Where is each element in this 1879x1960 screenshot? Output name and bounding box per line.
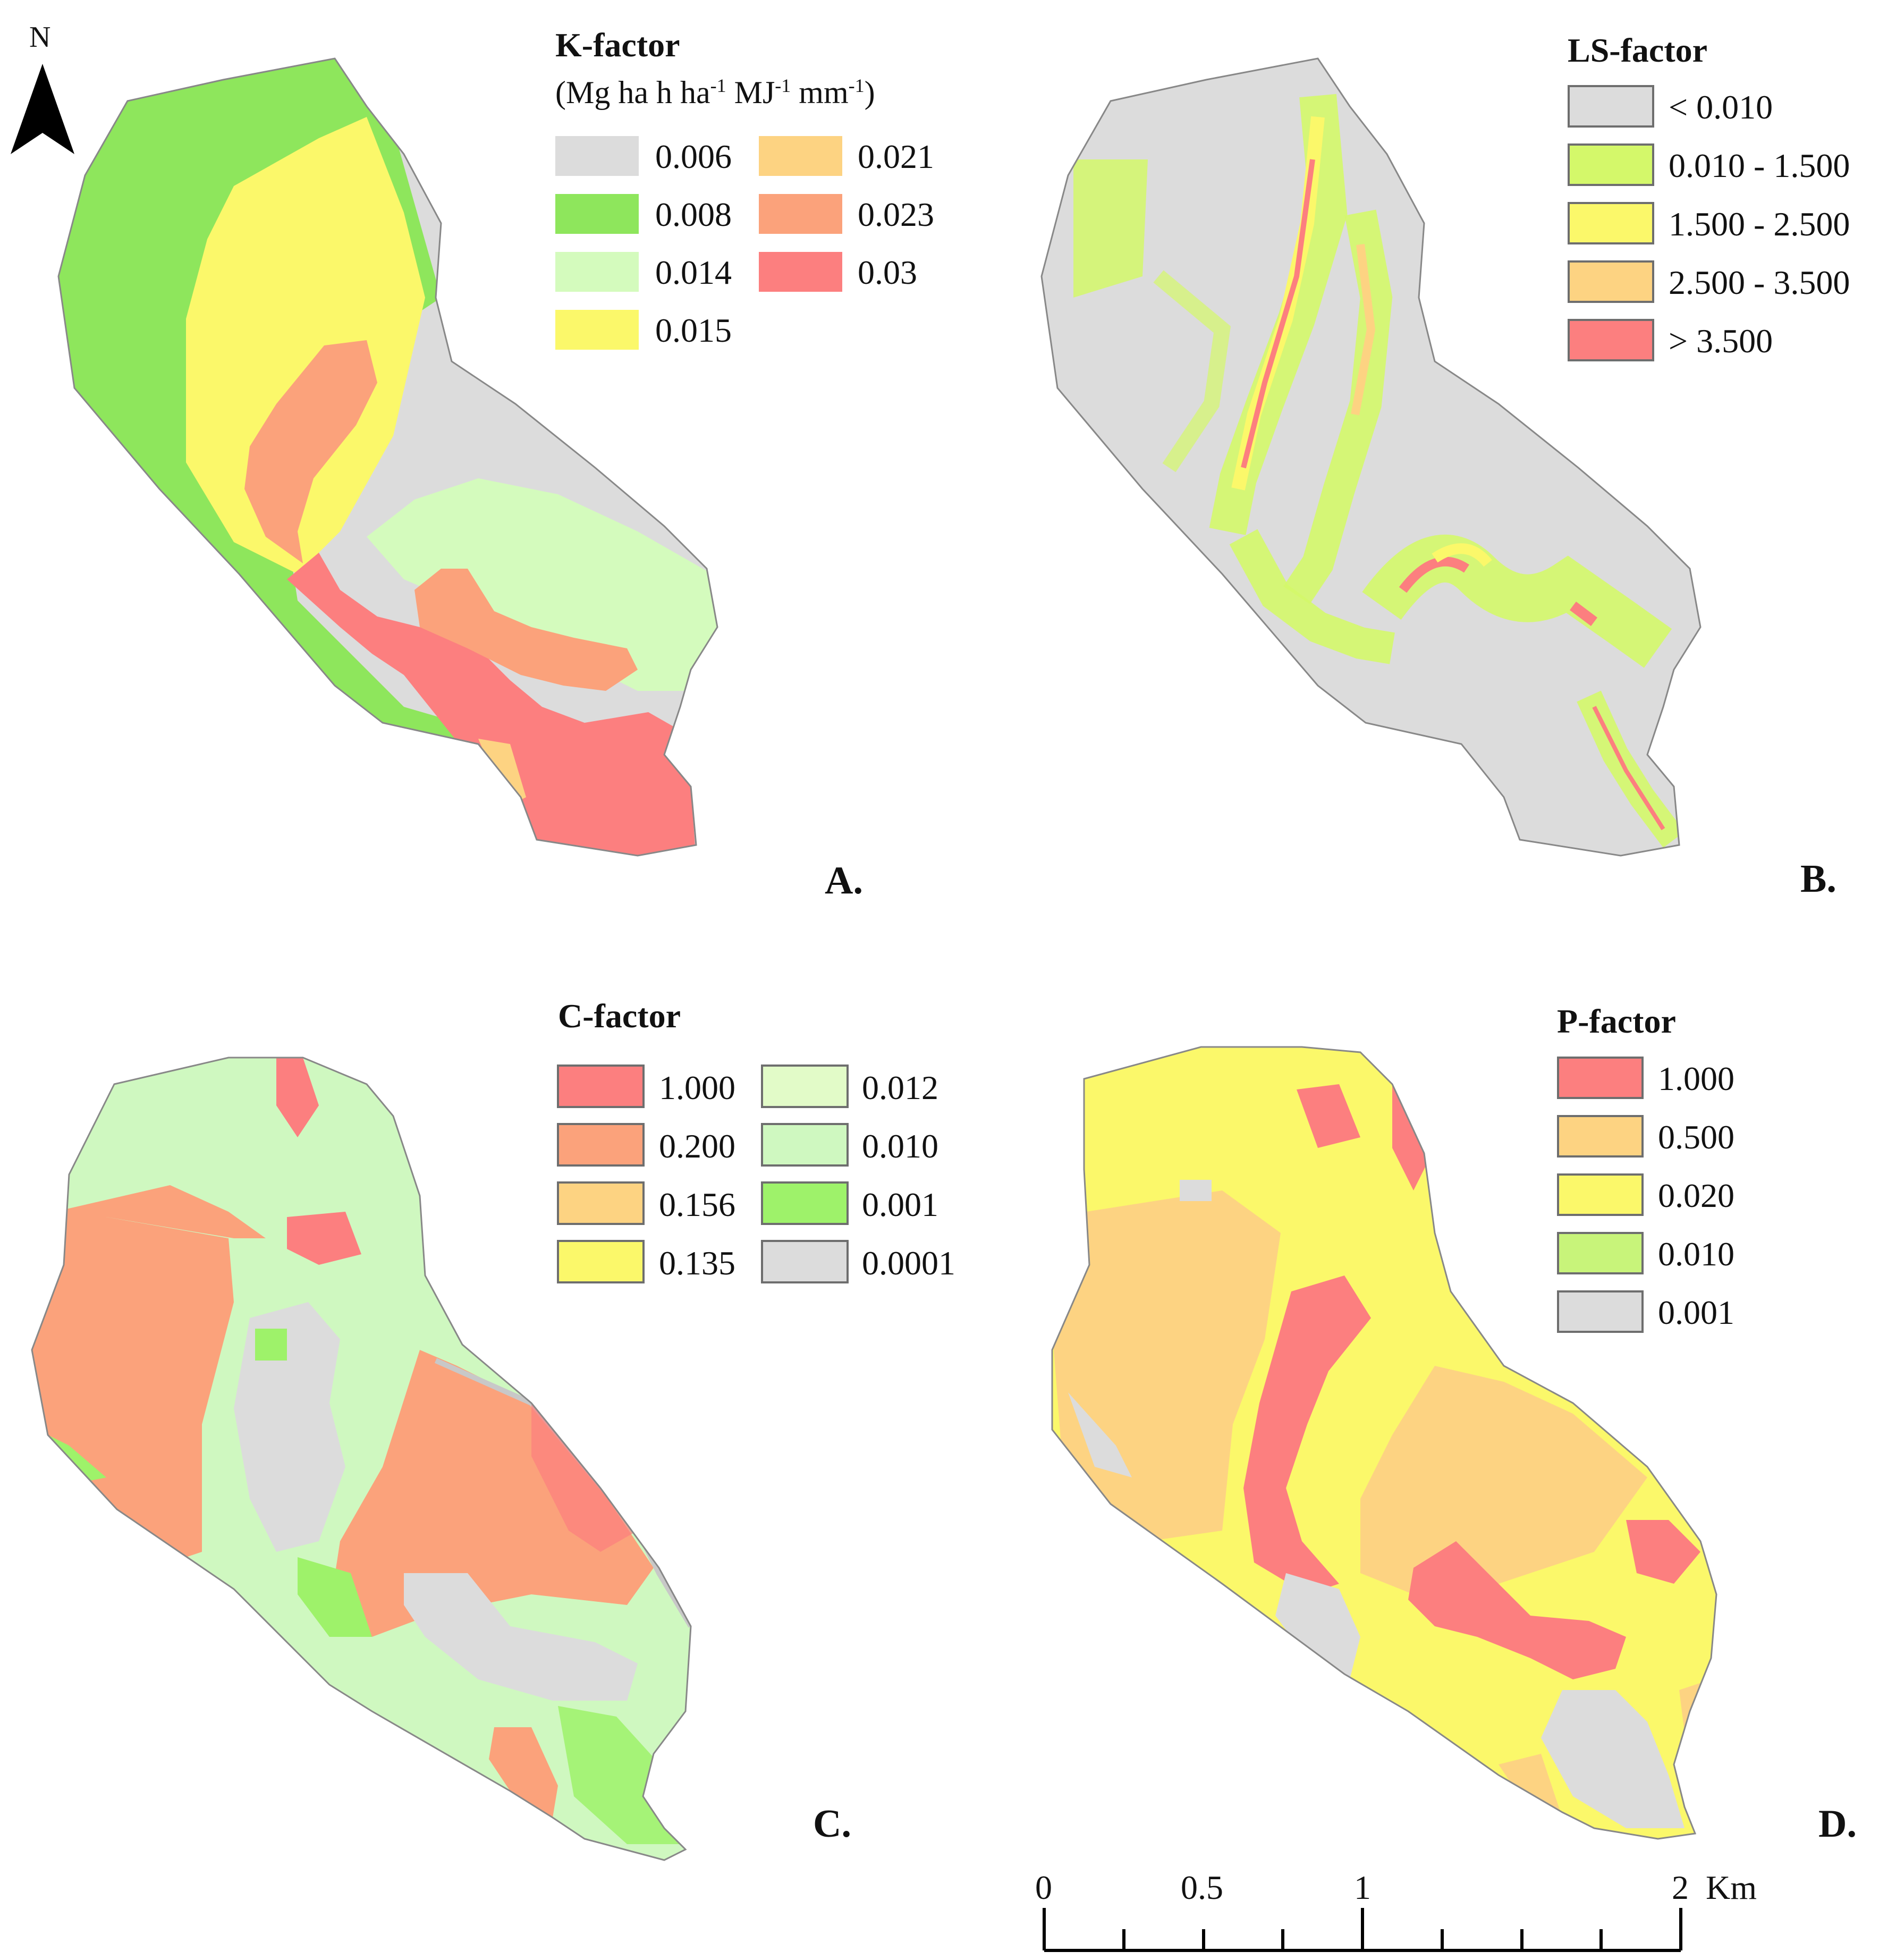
legend-label: 0.006 [655,138,732,175]
legend-swatch [1568,202,1654,244]
legend-label: > 3.500 [1669,322,1773,360]
legend-label: 2.500 - 3.500 [1669,264,1850,301]
legend-swatch [1568,319,1654,361]
panel-letter-c: C. [813,1802,851,1846]
legend-label: 0.014 [655,254,732,291]
legend-label: 0.200 [659,1127,735,1165]
legend-swatch [557,1240,645,1283]
k-factor-map [58,58,717,856]
legend-label: 0.500 [1658,1118,1734,1156]
legend-swatch [555,136,639,176]
legend-label: 1.000 [659,1069,735,1106]
legend-swatch [555,252,639,292]
legend-swatch [1557,1173,1644,1216]
legend-swatch [1557,1232,1644,1274]
legend-swatch [759,194,842,234]
ls-factor-legend-title: LS-factor [1568,31,1708,69]
scale-bar-graphic [1043,1908,1682,1952]
scale-unit: Km [1706,1869,1757,1906]
legend-swatch [555,194,639,234]
legend-label: 0.023 [858,196,934,233]
panel-letter-a: A. [825,859,863,902]
legend-swatch [1568,260,1654,303]
legend-swatch [761,1123,849,1167]
legend-swatch [1557,1057,1644,1099]
legend-label: 0.020 [1658,1177,1734,1214]
legend-swatch [759,136,842,176]
p-factor-legend-title: P-factor [1557,1002,1676,1040]
k-factor-legend-title: K-factor [555,26,680,64]
legend-swatch [1557,1290,1644,1333]
legend-label: 0.021 [858,138,934,175]
legend-swatch [555,310,639,350]
legend-label: 0.010 [862,1127,938,1165]
north-label: N [29,21,51,54]
panel-letter-b: B. [1800,857,1836,901]
legend-swatch [761,1065,849,1108]
panel-letter-d: D. [1818,1802,1857,1846]
north-arrow-icon [11,64,74,154]
ls-factor-map [1042,58,1700,856]
legend-label: 0.010 [1658,1235,1734,1273]
legend-label: 0.001 [862,1186,938,1223]
legend-swatch [557,1123,645,1167]
legend-label: 0.001 [1658,1294,1734,1331]
scale-label-2: 2 [1672,1869,1689,1906]
legend-label: 0.156 [659,1186,735,1223]
legend-label: 0.008 [655,196,732,233]
k-factor-unit: (Mg ha h ha-1 MJ-1 mm-1) [555,75,875,110]
legend-label: 0.012 [862,1069,938,1106]
scale-label-1: 1 [1354,1869,1371,1906]
legend-label: 0.010 - 1.500 [1669,147,1850,184]
legend-swatch [1568,143,1654,186]
scale-label-0: 0 [1035,1869,1052,1906]
legend-label: 0.015 [655,311,732,349]
legend-label: 1.500 - 2.500 [1669,205,1850,243]
c-factor-legend-title: C-factor [558,997,681,1035]
legend-label: 1.000 [1658,1060,1734,1097]
legend-swatch [1568,85,1654,128]
legend-label: 0.0001 [862,1244,955,1282]
legend-label: 0.135 [659,1244,735,1282]
scale-label-0-5: 0.5 [1181,1869,1223,1906]
legend-label: 0.03 [858,254,917,291]
legend-swatch [1557,1115,1644,1158]
legend-swatch [557,1181,645,1225]
legend-swatch [759,252,842,292]
legend-swatch [761,1181,849,1225]
legend-swatch [761,1240,849,1283]
legend-swatch [557,1065,645,1108]
legend-label: < 0.010 [1669,88,1773,126]
